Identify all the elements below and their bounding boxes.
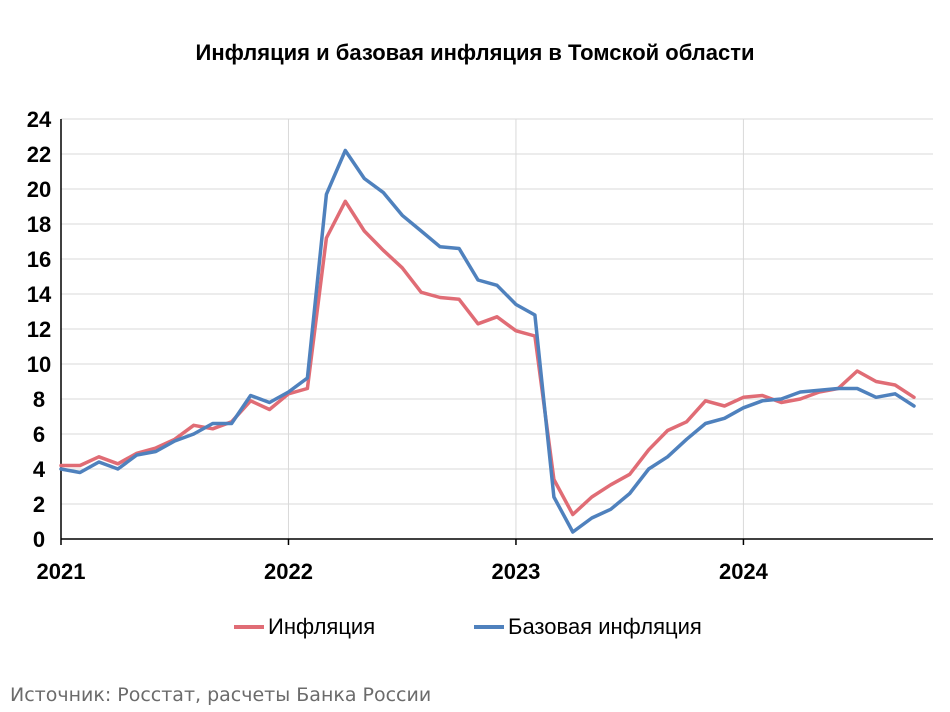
y-tick-label: 10 — [27, 352, 51, 377]
y-tick-label: 6 — [33, 422, 45, 447]
x-tick-label: 2024 — [719, 559, 769, 584]
legend: Инфляция Базовая инфляция — [0, 614, 950, 644]
axis-layer — [60, 119, 933, 545]
y-tick-label: 20 — [27, 177, 51, 202]
legend-item-inflation: Инфляция — [234, 614, 375, 640]
grid-layer — [61, 118, 933, 539]
legend-swatch-core-inflation — [474, 625, 504, 629]
y-tick-label: 24 — [27, 107, 52, 132]
source-note: Источник: Росстат, расчеты Банка России — [10, 684, 432, 706]
legend-item-core-inflation: Базовая инфляция — [474, 614, 702, 640]
x-tick-label: 2023 — [491, 559, 540, 584]
y-tick-label: 2 — [33, 492, 45, 517]
series-layer — [59, 148, 916, 534]
y-tick-label: 8 — [33, 387, 45, 412]
legend-label-inflation: Инфляция — [268, 614, 376, 639]
chart-title: Инфляция и базовая инфляция в Томской об… — [195, 40, 755, 65]
y-tick-label: 14 — [27, 282, 52, 307]
y-tick-label: 12 — [27, 317, 51, 342]
x-tick-label: 2021 — [37, 559, 86, 584]
series-line-core-inflation — [59, 148, 916, 534]
y-tick-label: 4 — [33, 457, 46, 482]
x-tick-label: 2022 — [264, 559, 313, 584]
y-tick-label: 16 — [27, 247, 51, 272]
y-tick-label: 18 — [27, 212, 51, 237]
legend-swatch-inflation — [234, 625, 264, 629]
y-tick-label: 0 — [33, 527, 45, 552]
y-tick-label: 22 — [27, 142, 51, 167]
legend-label-core-inflation: Базовая инфляция — [508, 614, 702, 639]
series-line-inflation — [59, 199, 916, 517]
